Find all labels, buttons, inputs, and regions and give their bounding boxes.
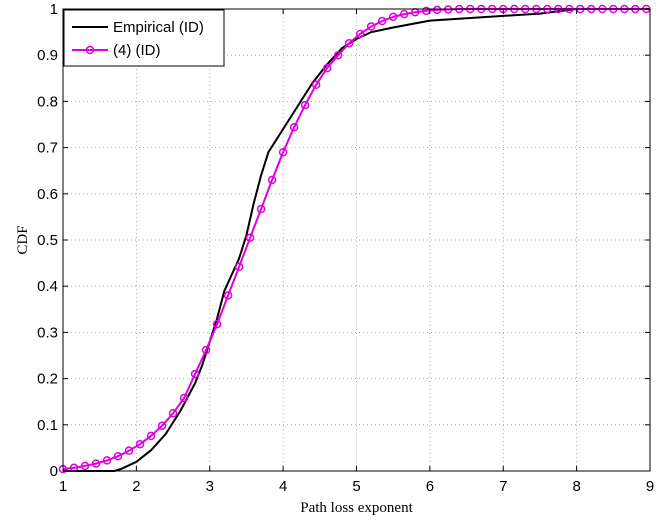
- y-tick-label: 0: [50, 463, 58, 480]
- y-tick-label: 1: [50, 1, 58, 18]
- grid: [63, 9, 650, 471]
- legend-label-model: (4) (ID): [113, 42, 161, 59]
- x-tick-label: 7: [499, 478, 507, 495]
- legend: Empirical (ID) (4) (ID): [63, 9, 225, 67]
- y-tick-label: 0.4: [37, 278, 58, 295]
- y-tick-label: 0.1: [37, 417, 58, 434]
- series-marker-1: [223, 291, 233, 300]
- series-marker-1: [256, 204, 266, 214]
- legend-label-empirical: Empirical (ID): [113, 19, 204, 36]
- legend-box: [63, 9, 225, 67]
- series-marker-1: [124, 446, 134, 455]
- y-tick-label: 0.2: [37, 371, 58, 388]
- x-tick-label: 9: [646, 478, 654, 495]
- series-marker-1: [366, 22, 376, 31]
- series-marker-1: [267, 175, 277, 185]
- series-marker-1: [333, 50, 343, 60]
- series-marker-1: [234, 262, 244, 272]
- series-marker-1: [80, 461, 90, 471]
- series-marker-1: [432, 5, 442, 15]
- y-tick-label: 0.3: [37, 324, 58, 341]
- series-marker-1: [322, 63, 332, 73]
- series-line-0: [63, 8, 650, 472]
- x-tick-label: 6: [426, 478, 434, 495]
- legend-marker-model: [85, 45, 95, 55]
- series-marker-1: [300, 100, 310, 110]
- series-marker-1: [179, 393, 189, 403]
- series-marker-1: [201, 345, 211, 355]
- series-marker-1: [91, 459, 101, 468]
- series-marker-1: [168, 409, 178, 418]
- series-marker-1: [289, 123, 299, 132]
- x-tick-label: 2: [132, 478, 140, 495]
- series-marker-1: [157, 421, 167, 430]
- series-marker-1: [311, 80, 321, 90]
- series-marker-1: [190, 369, 200, 379]
- series-marker-1: [278, 147, 288, 157]
- y-tick-label: 0.5: [37, 232, 58, 249]
- x-tick-label: 8: [572, 478, 580, 495]
- series-marker-1: [399, 9, 409, 19]
- x-tick-label: 5: [352, 478, 360, 495]
- x-tick-label: 3: [206, 478, 214, 495]
- series-marker-1: [113, 451, 123, 461]
- y-tick-labels: 0 0.1 0.2 0.3 0.4 0.5 0.6 0.7 0.8 0.9 1: [37, 1, 58, 480]
- series-marker-1: [355, 29, 365, 39]
- y-axis-title: CDF: [15, 225, 31, 254]
- series-marker-1: [102, 456, 112, 465]
- series-marker-1: [245, 233, 255, 242]
- series-marker-1: [146, 431, 156, 441]
- x-tick-label: 4: [279, 478, 287, 495]
- y-tick-label: 0.8: [37, 93, 58, 110]
- series-marker-1: [388, 12, 398, 22]
- y-tick-label: 0.9: [37, 47, 58, 64]
- series-marker-1: [377, 16, 387, 26]
- x-tick-labels: 1 2 3 4 5 6 7 8 9: [59, 478, 654, 495]
- series-marker-1: [212, 319, 222, 329]
- series-marker-1: [344, 38, 354, 48]
- x-tick-label: 1: [59, 478, 67, 495]
- y-tick-label: 0.7: [37, 140, 58, 157]
- series-marker-1: [135, 439, 145, 449]
- x-axis-title: Path loss exponent: [300, 500, 413, 516]
- y-tick-label: 0.6: [37, 186, 58, 203]
